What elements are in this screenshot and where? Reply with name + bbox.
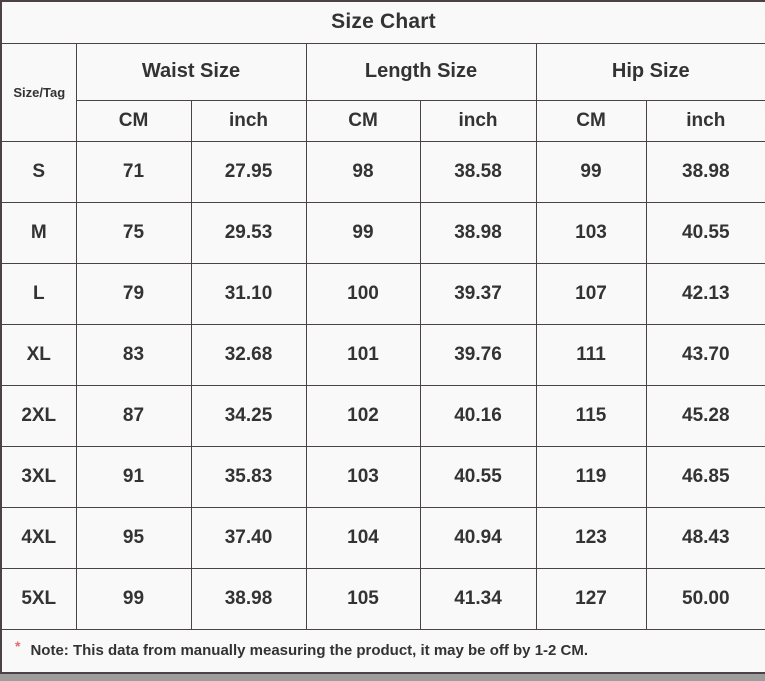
footnote-row: * Note: This data from manually measuring… [0,628,765,674]
table-row-2xl: 2XL 87 34.25 102 40.16 115 45.28 [0,384,765,447]
table-row-m: M 75 29.53 99 38.98 103 40.55 [0,201,765,264]
title-row: Size Chart [0,0,765,44]
unit-header-waist-inch: inch [190,99,307,142]
value-cell: 98 [305,140,421,203]
group-header-row: Size/Tag Waist Size Length Size Hip Size [0,42,765,142]
value-cell: 71 [75,140,192,203]
unit-header-waist-cm: CM [75,99,192,142]
size-label: 5XL [0,567,77,630]
size-label: 3XL [0,445,77,508]
value-cell: 87 [75,384,192,447]
value-cell: 119 [535,445,647,508]
footnote-text: Note: This data from manually measuring … [30,642,589,660]
value-cell: 99 [535,140,647,203]
value-cell: 115 [535,384,647,447]
value-cell: 38.98 [190,567,307,630]
value-cell: 40.55 [419,445,537,508]
group-header-waist: Waist Size [75,42,307,101]
value-cell: 95 [75,506,192,569]
group-header-length: Length Size [305,42,537,101]
value-cell: 48.43 [645,506,765,569]
value-cell: 123 [535,506,647,569]
table-row-5xl: 5XL 99 38.98 105 41.34 127 50.00 [0,567,765,630]
value-cell: 46.85 [645,445,765,508]
group-header-hip: Hip Size [535,42,765,101]
value-cell: 38.98 [419,201,537,264]
size-label: XL [0,323,77,386]
value-cell: 40.55 [645,201,765,264]
value-cell: 105 [305,567,421,630]
value-cell: 27.95 [190,140,307,203]
value-cell: 41.34 [419,567,537,630]
table-row-3xl: 3XL 91 35.83 103 40.55 119 46.85 [0,445,765,508]
unit-header-row: CM inch CM inch CM inch [1,99,765,142]
value-cell: 37.40 [190,506,307,569]
unit-header-hip-cm: CM [535,99,647,142]
table-row-xl: XL 83 32.68 101 39.76 111 43.70 [0,323,765,386]
value-cell: 79 [75,262,192,325]
value-cell: 35.83 [190,445,307,508]
value-cell: 100 [305,262,421,325]
value-cell: 104 [305,506,421,569]
size-label: M [0,201,77,264]
size-label: 2XL [0,384,77,447]
unit-header-hip-inch: inch [645,99,765,142]
unit-header-length-inch: inch [419,99,537,142]
value-cell: 91 [75,445,192,508]
chart-title: Size Chart [0,0,765,44]
unit-header-length-cm: CM [305,99,421,142]
value-cell: 102 [305,384,421,447]
value-cell: 32.68 [190,323,307,386]
table-row-l: L 79 31.10 100 39.37 107 42.13 [0,262,765,325]
value-cell: 29.53 [190,201,307,264]
value-cell: 103 [535,201,647,264]
value-cell: 42.13 [645,262,765,325]
value-cell: 40.16 [419,384,537,447]
value-cell: 38.98 [645,140,765,203]
value-cell: 99 [305,201,421,264]
size-label: L [0,262,77,325]
value-cell: 75 [75,201,192,264]
table-row-s: S 71 27.95 98 38.58 99 38.98 [0,140,765,203]
value-cell: 39.37 [419,262,537,325]
value-cell: 39.76 [419,323,537,386]
value-cell: 34.25 [190,384,307,447]
value-cell: 107 [535,262,647,325]
value-cell: 111 [535,323,647,386]
bottom-edge-strip [0,674,765,681]
value-cell: 50.00 [645,567,765,630]
table-row-4xl: 4XL 95 37.40 104 40.94 123 48.43 [0,506,765,569]
footnote: * Note: This data from manually measuring… [0,628,765,674]
size-label: S [0,140,77,203]
value-cell: 83 [75,323,192,386]
value-cell: 99 [75,567,192,630]
value-cell: 38.58 [419,140,537,203]
value-cell: 43.70 [645,323,765,386]
size-label: 4XL [0,506,77,569]
footnote-asterisk: * [15,638,21,655]
value-cell: 103 [305,445,421,508]
value-cell: 127 [535,567,647,630]
value-cell: 101 [305,323,421,386]
corner-header: Size/Tag [0,42,77,142]
value-cell: 40.94 [419,506,537,569]
value-cell: 45.28 [645,384,765,447]
value-cell: 31.10 [190,262,307,325]
